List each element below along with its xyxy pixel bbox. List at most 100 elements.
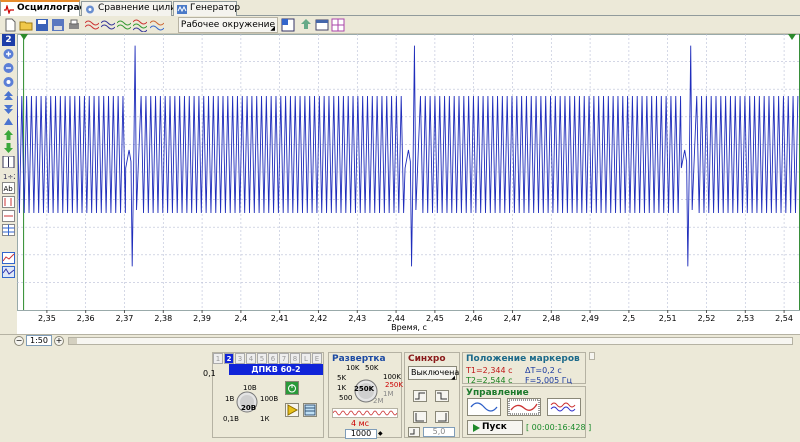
- channel-tab-3[interactable]: 3: [235, 353, 245, 364]
- mode-multi-button[interactable]: [547, 398, 581, 416]
- level-icon: [410, 429, 415, 435]
- markers-expand-icon[interactable]: [589, 352, 595, 360]
- wave-split-icon[interactable]: [150, 18, 164, 32]
- channel-badge[interactable]: 2: [2, 34, 15, 46]
- zoom-value[interactable]: 1:50: [26, 335, 52, 346]
- arrow-up-green-icon[interactable]: [2, 129, 15, 141]
- zoom-in-icon[interactable]: [2, 48, 15, 60]
- print-icon[interactable]: [67, 18, 81, 32]
- points-field[interactable]: 1000: [345, 429, 377, 439]
- arrow-up-icon[interactable]: [2, 116, 15, 128]
- tab-generator[interactable]: Генератор: [173, 1, 240, 16]
- sync-level-button[interactable]: [408, 427, 420, 437]
- arrow-down-green-icon[interactable]: [2, 142, 15, 154]
- svg-text:1÷2: 1÷2: [3, 173, 15, 181]
- open-folder-icon[interactable]: [19, 18, 33, 32]
- channel-tab-7[interactable]: 7: [279, 353, 289, 364]
- cursor-icon[interactable]: [2, 156, 15, 168]
- table-icon[interactable]: [2, 224, 15, 236]
- channel-tab-8[interactable]: 8: [290, 353, 300, 364]
- control-group: Управление Пуск [ 00:00:16:428 ]: [462, 386, 591, 438]
- wave-blue-icon[interactable]: [101, 18, 115, 32]
- sweep-label-5k: 5K: [337, 374, 347, 382]
- channel-name[interactable]: ДПКВ 60-2: [229, 364, 323, 375]
- sine-preview-icon: [332, 410, 398, 416]
- sync-level-field[interactable]: 5,0: [423, 427, 455, 437]
- posttrigger-icon: [438, 413, 447, 422]
- wave-green-icon[interactable]: [117, 18, 131, 32]
- sync-mode-select[interactable]: Выключена ◢: [408, 366, 460, 381]
- channel-tab-4[interactable]: 4: [246, 353, 256, 364]
- scale-label-1v: 1В: [225, 395, 235, 403]
- sync-mode-value: Выключена: [411, 368, 460, 377]
- arrow-up-double-icon[interactable]: [2, 90, 15, 102]
- chart-view-icon[interactable]: [2, 266, 15, 278]
- arrow-down-double-icon[interactable]: [2, 103, 15, 115]
- sweep-label-100k: 100K: [383, 373, 401, 381]
- channel-tab-1[interactable]: 1: [213, 353, 223, 364]
- wave-multi-icon[interactable]: [133, 18, 147, 32]
- sync-post-button[interactable]: [435, 411, 449, 423]
- channel-tab-6[interactable]: 6: [268, 353, 278, 364]
- sweep-knob[interactable]: [343, 371, 389, 411]
- power-icon: [288, 384, 296, 393]
- channel-offset-label: 0,1: [203, 369, 216, 378]
- tab-oscilloscope[interactable]: Осциллограф: [0, 0, 88, 17]
- sync-group: Синхро Выключена ◢ 5,0: [404, 352, 460, 438]
- new-file-icon[interactable]: [3, 18, 17, 32]
- channel-play-button[interactable]: [285, 403, 299, 417]
- sweep-wave-preview: [332, 408, 398, 418]
- scale-label-0-1v: 0,1В: [223, 415, 239, 423]
- x-tick-label: 2,4: [235, 314, 248, 323]
- mode-single-button[interactable]: [507, 398, 541, 416]
- save-icon[interactable]: [35, 18, 49, 32]
- channel-tab-L[interactable]: L: [301, 353, 311, 364]
- markers-icon[interactable]: [2, 196, 15, 208]
- channel-tab-5[interactable]: 5: [257, 353, 267, 364]
- x-tick-label: 2,5: [623, 314, 636, 323]
- points-stepper-icon[interactable]: ◆: [378, 430, 383, 437]
- sync-rising-edge-button[interactable]: [413, 390, 427, 402]
- waveform-chart[interactable]: 2,35 2,36 2,37 2,38 2,39 2,4 2,41 2,42 2,43 2,44 2…: [17, 34, 800, 334]
- left-tool-column: 2 1÷2 Ab: [0, 34, 17, 334]
- horizontal-scrollbar[interactable]: [68, 337, 793, 345]
- marker-pair-icon[interactable]: [2, 210, 15, 222]
- grid-icon[interactable]: [331, 18, 345, 32]
- export-icon[interactable]: [299, 18, 313, 32]
- save-as-icon[interactable]: [51, 18, 65, 32]
- sweep-label-2m: 2M: [373, 397, 384, 405]
- channel-power-button[interactable]: [285, 381, 299, 395]
- measure-icon[interactable]: 1÷2: [2, 170, 15, 182]
- sync-falling-edge-button[interactable]: [435, 390, 449, 402]
- chart-settings-icon[interactable]: [2, 252, 15, 264]
- x-tick-label: 2,53: [736, 314, 754, 323]
- window-icon[interactable]: [315, 18, 329, 32]
- marker-freq: F=5,005 Гц: [525, 376, 573, 385]
- start-button[interactable]: Пуск: [467, 420, 523, 435]
- layout-icon[interactable]: [281, 18, 295, 32]
- zoom-out-icon[interactable]: [2, 62, 15, 74]
- text-icon[interactable]: Ab: [2, 182, 15, 194]
- mode-sine-button[interactable]: [467, 398, 501, 416]
- tab-label: Сравнение цилиндров: [98, 3, 205, 13]
- zoom-plus-button[interactable]: +: [54, 336, 64, 346]
- wave-red-icon[interactable]: [85, 18, 99, 32]
- channel-tab-2[interactable]: 2: [224, 353, 234, 364]
- channel-scale-knob[interactable]: [221, 377, 281, 423]
- marker-t2-handle-icon[interactable]: [788, 34, 796, 40]
- scroll-left-icon[interactable]: [69, 338, 77, 344]
- scale-label-1k: 1К: [260, 415, 270, 423]
- oscilloscope-plot[interactable]: 2,35 2,36 2,37 2,38 2,39 2,4 2,41 2,42 2,43 2,44 2…: [17, 34, 800, 334]
- channel-table-button[interactable]: [303, 403, 317, 417]
- fit-icon[interactable]: [2, 76, 15, 88]
- x-axis-label: Время, с: [391, 323, 427, 332]
- sync-pre-button[interactable]: [413, 411, 427, 423]
- marker-t1-handle-icon[interactable]: [20, 34, 28, 40]
- environment-button[interactable]: Рабочее окружение ◢: [178, 17, 278, 33]
- tab-cylinder-compare[interactable]: Сравнение цилиндров: [81, 1, 205, 16]
- play-icon: [473, 424, 480, 432]
- rising-edge-icon: [415, 392, 425, 400]
- zoom-minus-button[interactable]: −: [14, 336, 24, 346]
- channel-tab-E[interactable]: E: [312, 353, 322, 364]
- marker-dt: ΔT=0,2 с: [525, 366, 562, 375]
